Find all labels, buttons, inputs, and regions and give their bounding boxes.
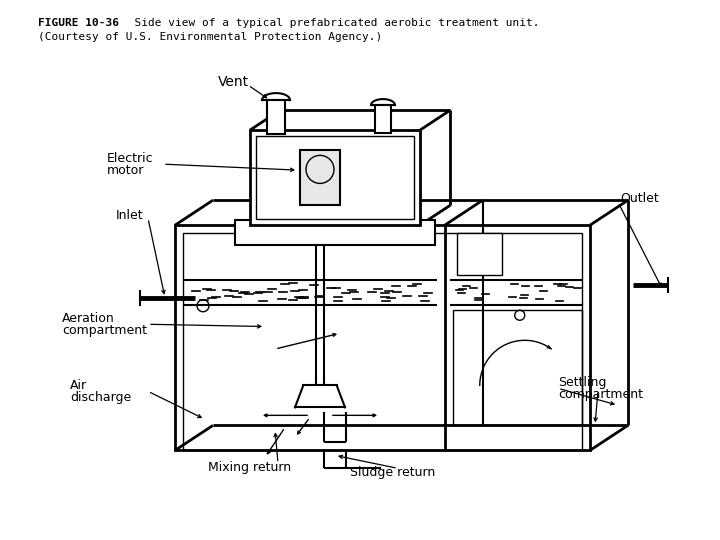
Text: motor: motor: [107, 164, 145, 177]
Bar: [250, 130, 420, 225]
Text: ALWAYS LEARNING: ALWAYS LEARNING: [4, 509, 135, 522]
Text: Air: Air: [70, 379, 87, 392]
Bar: [300, 150, 340, 205]
Text: Electric: Electric: [107, 152, 153, 165]
Text: Sludge return: Sludge return: [350, 466, 436, 479]
Text: Inlet: Inlet: [116, 208, 143, 222]
Bar: [267, 100, 285, 134]
Text: Jerry A. Nathanson | Richard A. Schneider: Jerry A. Nathanson | Richard A. Schneide…: [187, 522, 362, 531]
Text: Copyright © 2015 by Pearson Education, Inc: Copyright © 2015 by Pearson Education, I…: [432, 502, 619, 510]
Bar: [453, 310, 582, 426]
Text: Mixing return: Mixing return: [208, 461, 291, 474]
Bar: [256, 136, 414, 219]
Text: Settling: Settling: [558, 376, 606, 389]
Text: compartment: compartment: [62, 324, 147, 337]
Text: discharge: discharge: [70, 391, 131, 404]
Text: FIGURE 10-36: FIGURE 10-36: [38, 18, 119, 28]
Bar: [175, 225, 590, 450]
Bar: [375, 105, 391, 133]
Text: All Rights Reserved: All Rights Reserved: [432, 522, 514, 531]
Text: Basic Environmental Technology, Sixth Edition: Basic Environmental Technology, Sixth Ed…: [187, 502, 381, 510]
Bar: [183, 233, 582, 450]
Text: Vent: Vent: [218, 75, 249, 89]
Text: Aeration: Aeration: [62, 312, 114, 325]
Text: compartment: compartment: [558, 388, 643, 401]
Polygon shape: [295, 386, 345, 407]
Bar: [235, 220, 435, 245]
Text: Outlet: Outlet: [620, 192, 659, 205]
Text: PEARSON: PEARSON: [590, 505, 702, 526]
Text: Side view of a typical prefabricated aerobic treatment unit.: Side view of a typical prefabricated aer…: [121, 18, 539, 28]
Text: (Courtesy of U.S. Environmental Protection Agency.): (Courtesy of U.S. Environmental Protecti…: [38, 32, 382, 42]
Bar: [456, 233, 502, 275]
